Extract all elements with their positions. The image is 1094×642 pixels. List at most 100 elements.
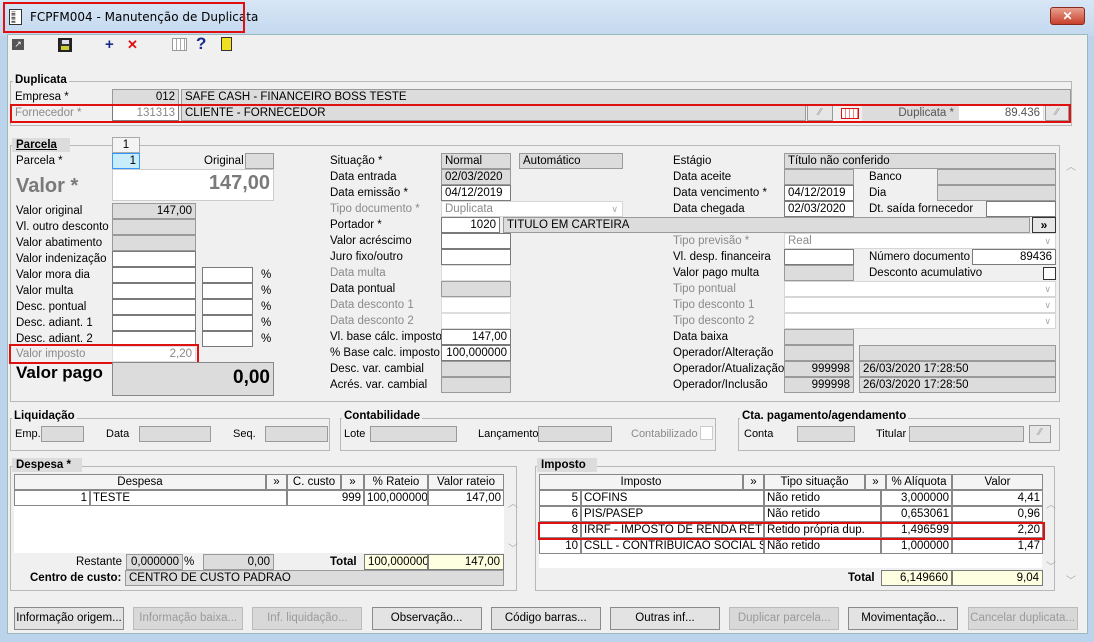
action-button[interactable]: Outras inf... <box>610 607 720 630</box>
imposto-aliquota-cell[interactable]: 1,496599 <box>881 522 952 538</box>
despesa-ccusto-cell[interactable]: 999 <box>287 490 364 506</box>
tipo-previsao-select[interactable]: Real <box>784 233 1056 249</box>
tipo-desconto1-select[interactable] <box>784 297 1056 313</box>
restante-valor-field: 0,00 <box>203 554 274 570</box>
fornecedor-lookup-button[interactable]: ⁄⁄ <box>807 105 833 121</box>
imposto-column-header[interactable]: » <box>865 474 886 490</box>
imposto-column-header[interactable]: Tipo situação <box>764 474 865 490</box>
despesa-code-cell[interactable]: 1 <box>14 490 90 506</box>
titular-lookup-button[interactable]: ⁄⁄ <box>1029 425 1051 443</box>
imposto-valor-cell[interactable]: 4,41 <box>952 490 1043 506</box>
despesa-column-header[interactable]: Despesa <box>14 474 266 490</box>
exit-door-icon[interactable] <box>221 37 232 51</box>
action-button[interactable]: Observação... <box>371 607 482 630</box>
situacao-field: Normal <box>441 153 511 169</box>
portador-lookup-button[interactable]: » <box>1032 217 1056 233</box>
imposto-tipo-cell[interactable]: Retido própria dup. <box>764 522 881 538</box>
imposto-valor-cell[interactable]: 2,20 <box>952 522 1043 538</box>
imposto-legend: Imposto <box>537 458 597 472</box>
left-row-field[interactable] <box>112 283 196 299</box>
duplicata-number-field[interactable]: 89.436 <box>958 105 1044 121</box>
scroll-down-icon[interactable]: ﹀ <box>1066 576 1076 587</box>
valor-acrescimo-field[interactable] <box>441 233 511 249</box>
left-row-field[interactable] <box>112 267 196 283</box>
imposto-valor-cell[interactable]: 0,96 <box>952 506 1043 522</box>
tipo-documento-select[interactable]: Duplicata <box>441 201 623 217</box>
left-row-field[interactable] <box>112 251 196 267</box>
despesa-name-cell[interactable]: TESTE <box>90 490 287 506</box>
despesa-rateio-cell[interactable]: 100,000000 <box>364 490 428 506</box>
imposto-aliquota-cell[interactable]: 1,000000 <box>881 538 952 554</box>
imposto-aliquota-cell[interactable]: 3,000000 <box>881 490 952 506</box>
scroll-up-icon[interactable]: ︿ <box>1066 162 1076 173</box>
imposto-column-header[interactable]: » <box>743 474 764 490</box>
parcela-number-tab[interactable]: 1 <box>112 137 140 153</box>
left-row-field[interactable] <box>112 315 196 331</box>
pct-field[interactable] <box>202 299 253 315</box>
portador-code-field[interactable]: 1020 <box>441 217 500 233</box>
navigate-icon[interactable]: ↗ <box>12 39 24 50</box>
imposto-column-header[interactable]: Imposto <box>539 474 743 490</box>
imposto-code-cell[interactable]: 6 <box>539 506 581 522</box>
imposto-tipo-cell[interactable]: Não retido <box>764 506 881 522</box>
action-button[interactable]: Informação origem... <box>14 607 124 630</box>
despesa-column-header[interactable]: C. custo <box>287 474 341 490</box>
data-emissao-field[interactable]: 04/12/2019 <box>441 185 511 201</box>
imposto-valor-cell[interactable]: 1,47 <box>952 538 1043 554</box>
delete-icon[interactable]: ✕ <box>127 37 138 52</box>
imposto-column-header[interactable]: % Alíquota <box>886 474 952 490</box>
scroll-down-icon[interactable]: ﹀ <box>508 544 518 555</box>
numero-documento-field[interactable]: 89436 <box>972 249 1056 265</box>
pct-field[interactable] <box>202 315 253 331</box>
data-chegada-field[interactable]: 02/03/2020 <box>784 201 854 217</box>
despesa-valor-cell[interactable]: 147,00 <box>428 490 504 506</box>
parcela-field[interactable]: 1 <box>112 153 140 169</box>
duplicata-lookup-button[interactable]: ⁄⁄ <box>1045 105 1069 121</box>
despesa-column-header[interactable]: » <box>341 474 364 490</box>
imposto-code-cell[interactable]: 8 <box>539 522 581 538</box>
despesa-column-header[interactable]: % Rateio <box>364 474 428 490</box>
left-row-label: Valor original <box>16 205 83 217</box>
help-icon[interactable]: ? <box>196 34 207 53</box>
calendar-icon[interactable] <box>841 108 859 119</box>
imposto-name-cell[interactable]: COFINS <box>581 490 764 506</box>
juro-field[interactable] <box>441 249 511 265</box>
imposto-code-cell[interactable]: 5 <box>539 490 581 506</box>
close-button[interactable]: ✕ <box>1050 7 1085 25</box>
pct-field[interactable] <box>202 267 253 283</box>
tipo-desconto2-select[interactable] <box>784 313 1056 329</box>
tipo-pontual-select[interactable] <box>784 281 1056 297</box>
valor-field[interactable]: 147,00 <box>112 169 274 201</box>
imposto-tipo-cell[interactable]: Não retido <box>764 538 881 554</box>
pct-base-field[interactable]: 100,000000 <box>441 345 511 361</box>
save-icon[interactable] <box>58 38 72 52</box>
dt-saida-field[interactable] <box>986 201 1056 217</box>
action-button[interactable]: Código barras... <box>490 607 601 630</box>
vl-base-field[interactable]: 147,00 <box>441 329 511 345</box>
fornecedor-code-field[interactable]: 131313 <box>112 105 179 121</box>
pct-field[interactable] <box>202 283 253 299</box>
vl-desp-field[interactable] <box>784 249 854 265</box>
imposto-name-cell[interactable]: PIS/PASEP <box>581 506 764 522</box>
imposto-aliquota-cell[interactable]: 0,653061 <box>881 506 952 522</box>
scroll-up-icon[interactable]: ︿ <box>1046 500 1056 511</box>
parcela-tab[interactable]: Parcela <box>12 138 70 152</box>
scroll-down-icon[interactable]: ﹀ <box>1046 562 1056 573</box>
imposto-tipo-cell[interactable]: Não retido <box>764 490 881 506</box>
left-row-field[interactable] <box>112 331 196 347</box>
calendar-icon[interactable] <box>172 38 187 51</box>
despesa-column-header[interactable]: » <box>266 474 287 490</box>
action-button[interactable]: Movimentação... <box>848 607 959 630</box>
imposto-code-cell[interactable]: 10 <box>539 538 581 554</box>
add-icon[interactable]: + <box>105 36 114 53</box>
pct-field[interactable] <box>202 331 253 347</box>
imposto-name-cell[interactable]: IRRF - IMPOSTO DE RENDA RETIDO N <box>581 522 764 538</box>
data-vencimento-field[interactable]: 04/12/2019 <box>784 185 854 201</box>
imposto-name-cell[interactable]: CSLL - CONTRIBUICAO SOCIAL SOB <box>581 538 764 554</box>
scroll-up-icon[interactable]: ︿ <box>508 499 518 510</box>
left-row-label: Desc. adiant. 1 <box>16 317 93 329</box>
despesa-column-header[interactable]: Valor rateio <box>428 474 504 490</box>
desconto-acumulativo-checkbox[interactable] <box>1043 267 1056 280</box>
left-row-field[interactable] <box>112 299 196 315</box>
imposto-column-header[interactable]: Valor <box>952 474 1043 490</box>
